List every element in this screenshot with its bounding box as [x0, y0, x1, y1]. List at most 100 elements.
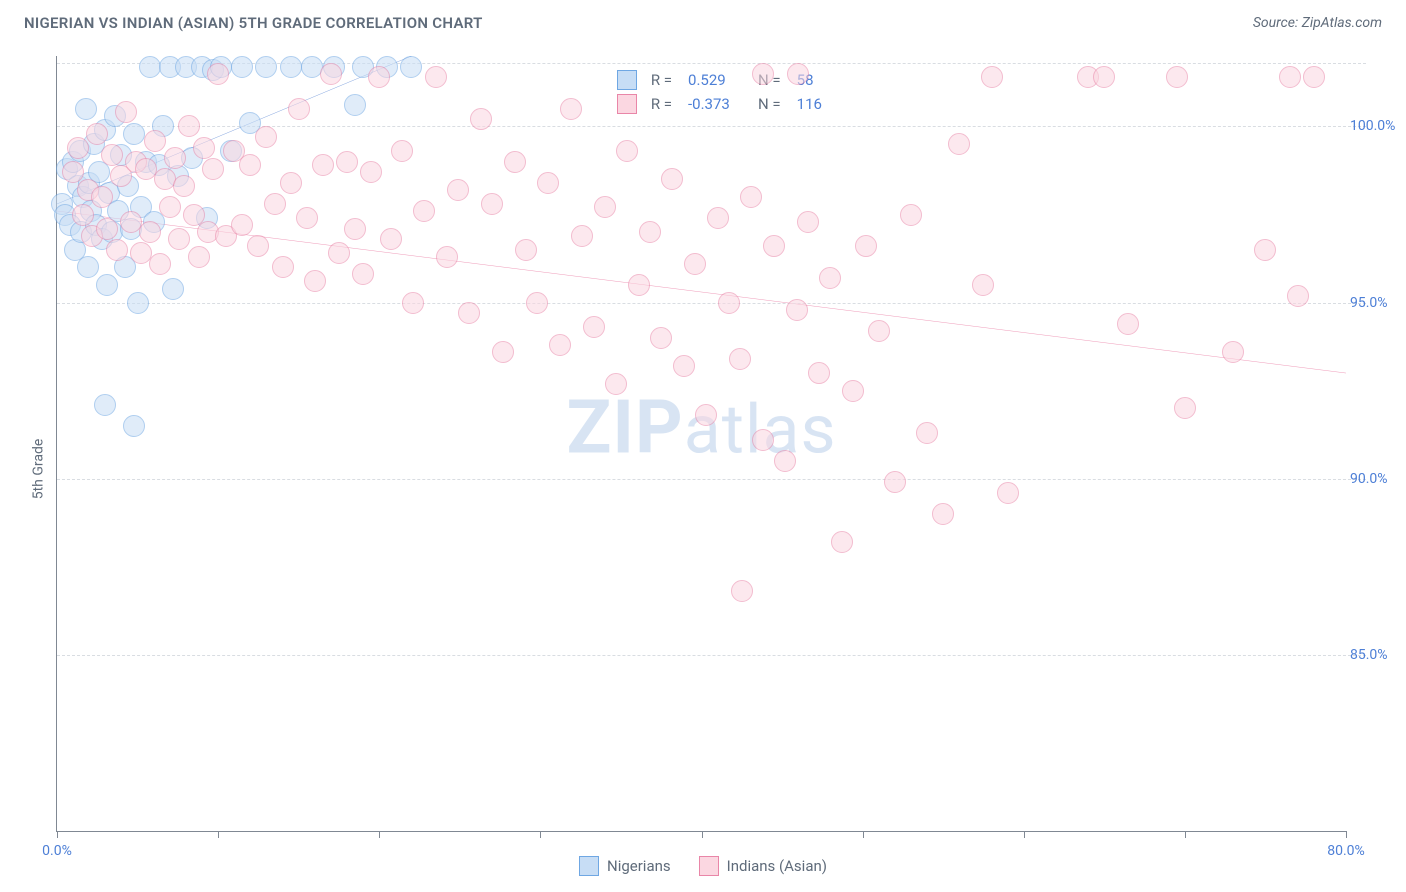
legend-series-name: Indians (Asian)	[727, 857, 827, 875]
data-point	[123, 123, 145, 145]
data-point	[948, 133, 970, 155]
data-point	[202, 158, 224, 180]
data-point	[360, 161, 382, 183]
data-point	[67, 137, 89, 159]
data-point	[594, 196, 616, 218]
data-point	[173, 175, 195, 197]
data-point	[436, 246, 458, 268]
data-point	[123, 415, 145, 437]
data-point	[144, 130, 166, 152]
data-point	[336, 151, 358, 173]
legend-r-label: R =	[651, 68, 672, 92]
data-point	[380, 228, 402, 250]
y-tick-label: 100.0%	[1350, 118, 1402, 134]
data-point	[916, 422, 938, 444]
plot-area: ZIPatlas R =0.529N =58R =-0.373N =116 85…	[56, 56, 1346, 832]
legend-correlation: R =0.529N =58R =-0.373N =116	[605, 64, 865, 120]
x-tick	[702, 831, 703, 838]
data-point	[763, 235, 785, 257]
data-point	[168, 228, 190, 250]
data-point	[352, 263, 374, 285]
data-point	[1254, 239, 1276, 261]
data-point	[86, 123, 108, 145]
data-point	[149, 253, 171, 275]
legend-r-value: -0.373	[688, 92, 744, 116]
data-point	[707, 207, 729, 229]
data-point	[178, 115, 200, 137]
data-point	[868, 320, 890, 342]
data-point	[831, 531, 853, 553]
data-point	[740, 186, 762, 208]
x-tick	[1185, 831, 1186, 838]
data-point	[115, 101, 137, 123]
data-point	[193, 137, 215, 159]
data-point	[752, 429, 774, 451]
legend-swatch	[579, 856, 599, 876]
x-tick	[540, 831, 541, 838]
legend-swatch	[617, 70, 637, 90]
data-point	[280, 172, 302, 194]
data-point	[504, 151, 526, 173]
data-point	[272, 256, 294, 278]
legend-item: Nigerians	[579, 856, 671, 876]
data-point	[628, 274, 650, 296]
data-point	[752, 63, 774, 85]
data-point	[729, 348, 751, 370]
data-point	[1303, 66, 1325, 88]
data-point	[884, 471, 906, 493]
data-point	[96, 218, 118, 240]
y-tick-label: 95.0%	[1350, 295, 1402, 311]
data-point	[774, 450, 796, 472]
data-point	[605, 373, 627, 395]
legend-n-label: N =	[758, 92, 781, 116]
x-tick	[1024, 831, 1025, 838]
x-tick	[218, 831, 219, 838]
data-point	[72, 204, 94, 226]
data-point	[96, 274, 118, 296]
data-point	[537, 172, 559, 194]
data-point	[127, 292, 149, 314]
data-point	[231, 214, 253, 236]
legend-swatch	[617, 94, 637, 114]
data-point	[296, 207, 318, 229]
data-point	[458, 302, 480, 324]
data-point	[164, 147, 186, 169]
data-point	[280, 56, 302, 78]
data-point	[255, 126, 277, 148]
data-point	[1166, 66, 1188, 88]
data-point	[231, 56, 253, 78]
data-point	[75, 98, 97, 120]
data-point	[639, 221, 661, 243]
data-point	[981, 66, 1003, 88]
data-point	[673, 355, 695, 377]
data-point	[91, 186, 113, 208]
legend-item: Indians (Asian)	[699, 856, 827, 876]
data-point	[819, 267, 841, 289]
y-tick-label: 90.0%	[1350, 471, 1402, 487]
gridline-h	[57, 63, 1366, 64]
data-point	[731, 580, 753, 602]
data-point	[526, 292, 548, 314]
source-label: Source: ZipAtlas.com	[1253, 15, 1382, 31]
data-point	[932, 503, 954, 525]
data-point	[255, 56, 277, 78]
data-point	[583, 316, 605, 338]
x-tick-label: 0.0%	[42, 843, 72, 859]
legend-row: R =0.529N =58	[617, 68, 853, 92]
data-point	[684, 253, 706, 275]
data-point	[616, 140, 638, 162]
data-point	[695, 404, 717, 426]
data-point	[549, 334, 571, 356]
data-point	[808, 362, 830, 384]
chart-container: 5th Grade ZIPatlas R =0.529N =58R =-0.37…	[0, 46, 1406, 892]
data-point	[391, 140, 413, 162]
x-tick	[863, 831, 864, 838]
data-point	[207, 63, 229, 85]
data-point	[77, 256, 99, 278]
y-tick-label: 85.0%	[1350, 647, 1402, 663]
legend-r-label: R =	[651, 92, 672, 116]
data-point	[855, 235, 877, 257]
data-point	[344, 218, 366, 240]
data-point	[1117, 313, 1139, 335]
y-axis-label: 5th Grade	[30, 439, 46, 500]
